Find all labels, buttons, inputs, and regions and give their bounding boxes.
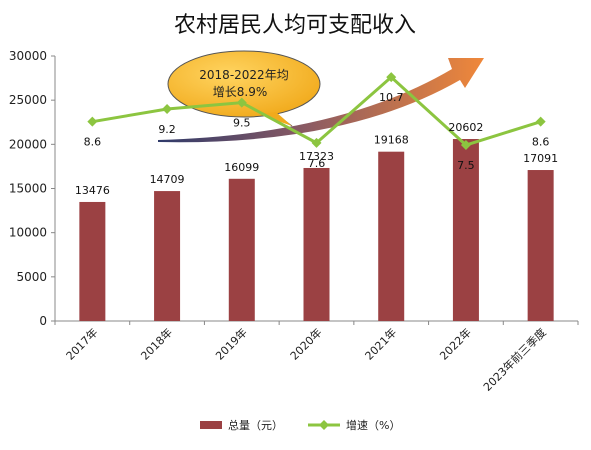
chart-title: 农村居民人均可支配收入 xyxy=(174,13,416,38)
bar-value-label: 16099 xyxy=(224,161,259,174)
growth-point xyxy=(311,137,322,148)
x-tick-label: 2018年 xyxy=(138,325,175,362)
bar-value-label: 19168 xyxy=(374,134,409,147)
growth-point xyxy=(386,72,397,83)
y-tick-label: 15000 xyxy=(9,182,47,196)
bar-value-label: 20602 xyxy=(448,121,483,134)
bar xyxy=(527,170,554,321)
growth-point xyxy=(460,140,471,150)
growth-point xyxy=(535,116,546,127)
x-tick-label: 2021年 xyxy=(362,325,399,362)
y-tick-label: 30000 xyxy=(9,49,47,63)
legend-swatch-bar xyxy=(200,421,222,429)
x-tick-label: 2022年 xyxy=(437,325,474,362)
trend-arrow xyxy=(158,58,484,143)
bar xyxy=(79,201,106,321)
bar xyxy=(303,167,330,321)
bar xyxy=(452,139,479,321)
bar-value-label: 17323 xyxy=(299,150,334,163)
bar xyxy=(154,191,181,321)
bar-value-label: 17091 xyxy=(523,152,558,165)
x-tick-label: 2023年前三季度 xyxy=(480,325,549,394)
growth-line xyxy=(87,72,546,150)
bar-value-label: 14709 xyxy=(150,173,185,186)
legend-marker xyxy=(319,420,329,430)
growth-point xyxy=(236,97,247,108)
x-tick-label: 2017年 xyxy=(63,325,100,362)
legend: 总量（元） 增速（%） xyxy=(200,418,400,432)
legend-label-line: 增速（%） xyxy=(346,418,400,432)
bar xyxy=(378,151,405,321)
growth-point xyxy=(87,116,98,127)
data-labels: 13476 14709 16099 17323 19168 20602 17091 8.6 9.… xyxy=(75,91,558,197)
callout-line-1: 2018-2022年均 xyxy=(199,68,288,82)
growth-value-label: 10.7 xyxy=(379,91,404,104)
growth-value-label: 8.6 xyxy=(84,136,102,149)
y-tick-label: 5000 xyxy=(16,270,47,284)
growth-value-label: 7.5 xyxy=(457,159,475,172)
bar xyxy=(228,178,255,321)
x-tick-label: 2020年 xyxy=(287,325,324,362)
legend-label-bar: 总量（元） xyxy=(228,418,283,432)
growth-value-label: 8.6 xyxy=(532,136,550,149)
x-tick-label: 2019年 xyxy=(212,325,249,362)
callout-line-2: 增长8.9% xyxy=(213,85,268,99)
y-tick-label: 25000 xyxy=(9,93,47,107)
growth-value-label: 9.2 xyxy=(158,123,176,136)
y-tick-label: 0 xyxy=(39,314,47,328)
bar-value-label: 13476 xyxy=(75,184,110,197)
y-tick-label: 20000 xyxy=(9,137,47,151)
growth-value-label: 9.5 xyxy=(233,117,251,130)
bars xyxy=(79,139,554,321)
growth-value-label: 7.6 xyxy=(308,157,326,170)
y-tick-label: 10000 xyxy=(9,226,47,240)
growth-callout: 2018-2022年均 增长8.9% xyxy=(167,50,321,127)
growth-point xyxy=(162,103,173,114)
